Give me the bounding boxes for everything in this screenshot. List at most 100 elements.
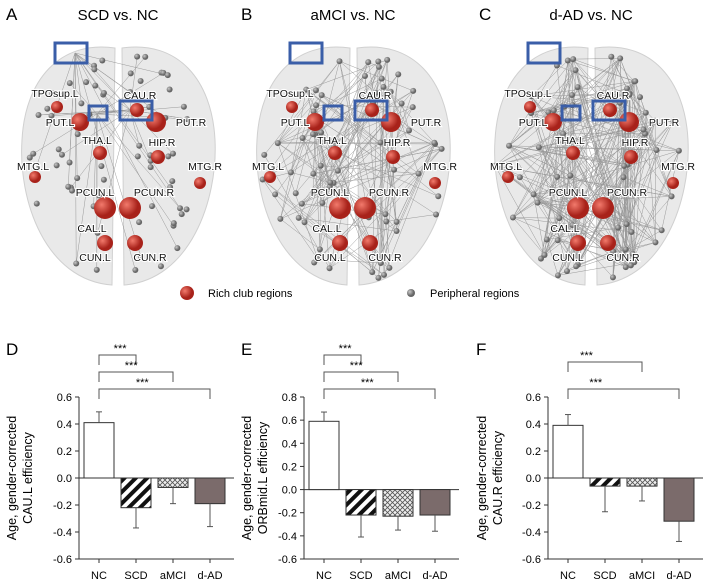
y-axis-label-line2: CAU.R efficiency — [491, 430, 505, 525]
rich-club-node — [603, 103, 617, 117]
region-label: TPOsup.L — [31, 88, 78, 100]
peripheral-node — [617, 55, 624, 62]
rich-club-node — [566, 146, 580, 160]
network-edge — [322, 130, 410, 204]
significance-label: *** — [114, 343, 128, 355]
peripheral-node — [632, 78, 639, 85]
peripheral-node — [319, 199, 326, 206]
network-edge — [508, 145, 577, 267]
peripheral-node — [55, 146, 62, 153]
x-tick-label: d-AD — [422, 570, 447, 582]
network-edge — [538, 126, 626, 148]
network-edge — [629, 94, 646, 113]
peripheral-node — [136, 142, 143, 149]
peripheral-node — [53, 162, 60, 169]
legend-peripheral-label: Peripheral regions — [430, 288, 520, 300]
network-edge — [557, 262, 635, 276]
peripheral-node — [183, 206, 190, 213]
peripheral-node — [78, 100, 85, 107]
peripheral-node — [506, 142, 513, 149]
y-tick-label: 0.0 — [57, 473, 72, 485]
peripheral-node — [670, 117, 677, 124]
highlight-box — [560, 104, 582, 122]
peripheral-node — [611, 189, 618, 196]
peripheral-node — [572, 67, 579, 74]
network-edge — [386, 221, 390, 268]
rich-club-node — [194, 177, 206, 189]
peripheral-node — [543, 236, 550, 243]
peripheral-node — [74, 175, 81, 182]
network-edge — [622, 120, 656, 253]
network-edge — [129, 109, 140, 146]
peripheral-node — [380, 83, 387, 90]
network-edge — [339, 61, 376, 94]
bar-d-ad — [663, 477, 695, 522]
bar-nc — [83, 422, 115, 479]
right-hemisphere — [121, 46, 216, 286]
peripheral-node — [386, 264, 393, 271]
peripheral-node — [132, 267, 139, 274]
peripheral-node — [369, 269, 376, 276]
panel-title: aMCI vs. NC — [310, 7, 395, 24]
y-tick-label: 0.6 — [57, 392, 72, 404]
peripheral-node — [137, 253, 144, 260]
region-label: PUT.L — [46, 117, 75, 129]
rich-club-node — [386, 150, 400, 164]
peripheral-node — [316, 246, 323, 253]
peripheral-node — [73, 260, 80, 267]
peripheral-node — [516, 174, 523, 181]
network-edge — [577, 87, 627, 268]
y-tick-label: 0.6 — [282, 415, 297, 427]
peripheral-node — [58, 151, 65, 158]
rich-club-node — [362, 235, 378, 251]
network-edge — [570, 175, 615, 193]
peripheral-node — [100, 89, 107, 96]
y-tick-label: -0.6 — [278, 554, 297, 566]
network-edge — [512, 217, 560, 219]
rich-club-node — [29, 171, 41, 183]
rich-club-node — [381, 112, 401, 132]
network-edge — [319, 165, 322, 250]
y-tick-label: 0.4 — [57, 419, 72, 431]
region-label: PCUN.R — [134, 187, 175, 199]
rich-club-node — [354, 197, 376, 219]
bar-d-ad — [419, 489, 451, 516]
peripheral-node — [383, 218, 390, 225]
network-edge — [321, 94, 395, 170]
x-tick-label: SCD — [124, 570, 147, 582]
network-edge — [306, 89, 419, 174]
network-edge — [538, 147, 628, 166]
legend-rich-label: Rich club regions — [208, 288, 293, 300]
network-edge — [573, 58, 635, 82]
network-edge — [538, 147, 577, 191]
peripheral-node — [303, 86, 310, 93]
peripheral-node — [92, 82, 99, 89]
network-edge — [314, 86, 384, 135]
peripheral-node — [310, 108, 317, 115]
peripheral-node — [313, 102, 320, 109]
peripheral-node — [318, 129, 325, 136]
y-tick-label: 0.4 — [526, 419, 541, 431]
panel-letter: C — [479, 5, 491, 24]
peripheral-node — [170, 150, 177, 157]
peripheral-node — [384, 56, 391, 63]
significance-label: *** — [136, 377, 150, 389]
peripheral-node — [574, 84, 581, 91]
bar-amci — [382, 489, 414, 517]
x-tick-label: SCD — [349, 570, 372, 582]
region-label: PUT.R — [411, 117, 442, 129]
rich-club-node — [365, 103, 379, 117]
bar-chart-e: E Age, gender-corrected ORBmid.L efficienc… — [240, 340, 459, 582]
rich-club-node — [667, 177, 679, 189]
peripheral-node — [541, 252, 548, 259]
network-edge — [277, 75, 366, 144]
network-edge — [623, 177, 627, 250]
significance-bracket — [323, 371, 399, 382]
peripheral-node — [74, 131, 81, 138]
network-edge — [96, 113, 188, 120]
network-edge — [401, 103, 410, 131]
region-label: PUT.R — [649, 117, 680, 129]
network-edge — [322, 62, 369, 204]
peripheral-node — [134, 53, 141, 60]
